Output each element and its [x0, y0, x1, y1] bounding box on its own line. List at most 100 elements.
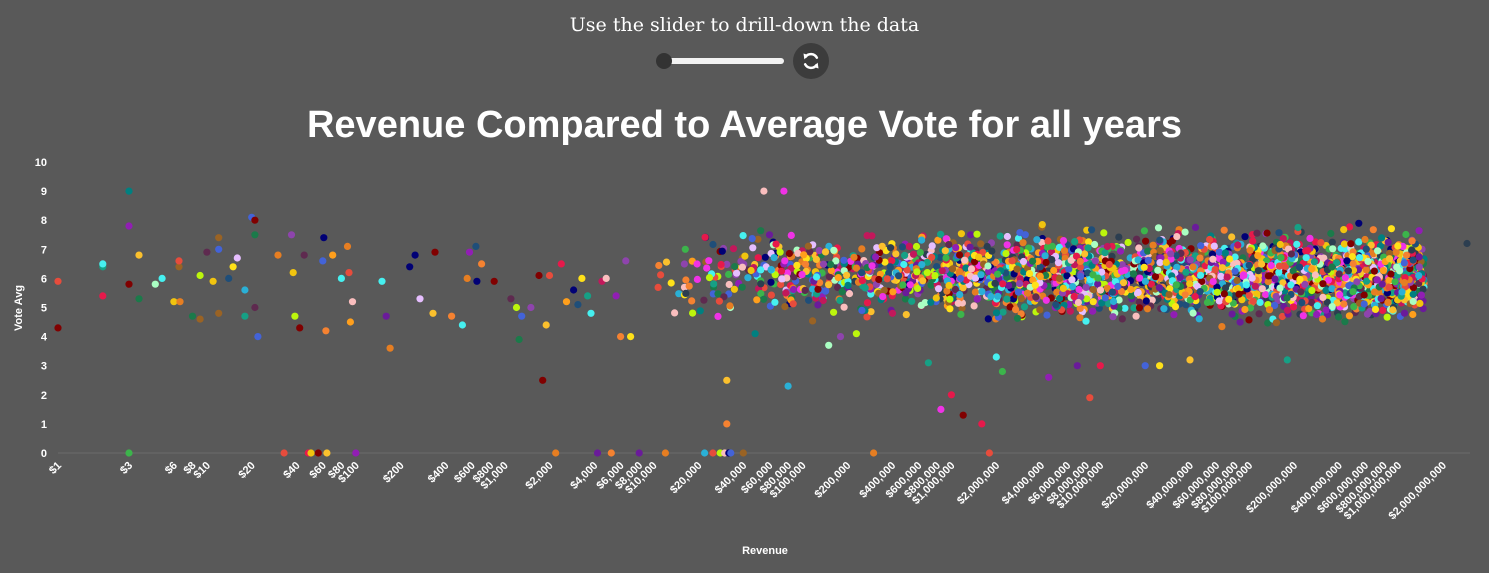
data-point[interactable] [622, 257, 630, 265]
data-point[interactable] [1409, 256, 1417, 264]
data-point[interactable] [1258, 285, 1266, 293]
data-point[interactable] [693, 275, 702, 283]
data-point[interactable] [1215, 248, 1223, 256]
data-point[interactable] [912, 242, 921, 251]
data-point[interactable] [1245, 261, 1253, 269]
data-point[interactable] [1322, 306, 1330, 314]
data-point[interactable] [1189, 263, 1197, 271]
data-point[interactable] [527, 303, 535, 312]
data-point[interactable] [1056, 274, 1064, 282]
data-point[interactable] [1265, 306, 1274, 314]
data-point[interactable] [1341, 274, 1349, 282]
data-point[interactable] [902, 311, 910, 319]
data-point[interactable] [819, 296, 827, 305]
data-point[interactable] [1203, 298, 1212, 306]
data-point[interactable] [834, 274, 842, 282]
data-point[interactable] [1003, 232, 1012, 241]
data-point[interactable] [840, 303, 848, 311]
data-point[interactable] [627, 333, 635, 341]
data-point[interactable] [1003, 295, 1011, 303]
data-point[interactable] [1378, 280, 1386, 288]
data-point[interactable] [188, 312, 197, 320]
data-point[interactable] [1336, 291, 1344, 299]
data-point[interactable] [984, 267, 993, 276]
data-point[interactable] [787, 231, 795, 239]
data-point[interactable] [478, 260, 486, 268]
data-point[interactable] [770, 254, 778, 262]
data-point[interactable] [378, 277, 386, 285]
data-point[interactable] [757, 227, 765, 235]
data-point[interactable] [1173, 233, 1181, 241]
data-point[interactable] [1196, 254, 1204, 262]
data-point[interactable] [661, 449, 670, 457]
data-point[interactable] [1419, 305, 1427, 313]
data-point[interactable] [241, 286, 249, 294]
data-point[interactable] [135, 251, 143, 259]
data-point[interactable] [1023, 289, 1032, 297]
data-point[interactable] [1033, 236, 1041, 244]
data-point[interactable] [1258, 260, 1266, 268]
data-point[interactable] [1059, 237, 1068, 245]
data-point[interactable] [578, 274, 586, 282]
data-point[interactable] [1135, 244, 1143, 252]
data-point[interactable] [607, 449, 615, 457]
data-point[interactable] [1259, 242, 1267, 250]
data-point[interactable] [901, 251, 909, 259]
data-point[interactable] [739, 232, 747, 240]
data-point[interactable] [991, 279, 999, 287]
data-point[interactable] [1012, 306, 1020, 314]
data-point[interactable] [386, 344, 394, 352]
data-point[interactable] [1228, 233, 1236, 241]
data-point[interactable] [689, 309, 697, 317]
data-point[interactable] [1043, 311, 1051, 319]
data-point[interactable] [889, 288, 897, 296]
data-point[interactable] [838, 288, 846, 296]
data-point[interactable] [1121, 304, 1129, 312]
data-point[interactable] [844, 281, 852, 289]
data-point[interactable] [701, 449, 709, 457]
data-point[interactable] [778, 275, 786, 283]
data-point[interactable] [1209, 255, 1217, 263]
data-point[interactable] [1074, 298, 1082, 307]
data-point[interactable] [1191, 293, 1199, 301]
data-point[interactable] [1392, 248, 1400, 256]
data-point[interactable] [918, 261, 926, 269]
data-point[interactable] [685, 282, 693, 290]
data-point[interactable] [943, 287, 951, 295]
data-point[interactable] [822, 287, 830, 295]
data-point[interactable] [1242, 281, 1250, 289]
data-point[interactable] [1294, 223, 1302, 232]
data-point[interactable] [725, 270, 733, 278]
data-point[interactable] [978, 420, 986, 428]
data-point[interactable] [1048, 242, 1056, 250]
data-point[interactable] [858, 277, 867, 285]
data-point[interactable] [899, 281, 907, 289]
data-point[interactable] [784, 382, 792, 390]
data-point[interactable] [1344, 267, 1352, 275]
data-point[interactable] [714, 290, 722, 298]
data-point[interactable] [1391, 278, 1399, 286]
data-point[interactable] [923, 269, 931, 277]
data-point[interactable] [1100, 229, 1108, 237]
data-point[interactable] [1098, 299, 1106, 307]
data-point[interactable] [175, 257, 183, 265]
data-point[interactable] [1287, 250, 1295, 258]
data-point[interactable] [655, 261, 663, 270]
data-point[interactable] [941, 247, 949, 255]
data-point[interactable] [1362, 245, 1370, 253]
data-point[interactable] [1328, 303, 1336, 311]
data-point[interactable] [1305, 305, 1313, 313]
data-point[interactable] [1105, 260, 1113, 269]
data-point[interactable] [1071, 238, 1079, 246]
data-point[interactable] [635, 449, 643, 457]
data-point[interactable] [809, 317, 817, 325]
data-point[interactable] [1213, 283, 1221, 291]
data-point[interactable] [800, 251, 808, 259]
data-point[interactable] [539, 376, 547, 384]
data-point[interactable] [933, 263, 941, 271]
data-point[interactable] [777, 267, 786, 275]
data-point[interactable] [781, 257, 789, 265]
data-point[interactable] [714, 312, 722, 320]
data-point[interactable] [1308, 286, 1316, 295]
data-point[interactable] [1346, 223, 1354, 231]
